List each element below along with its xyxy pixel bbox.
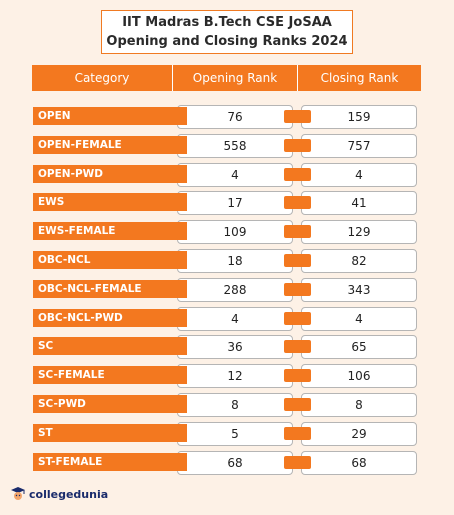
row-connector	[284, 426, 311, 440]
table-row: 5 29 ST	[0, 421, 454, 446]
closing-rank-cell: 757	[301, 133, 417, 158]
row-connector	[284, 138, 311, 152]
closing-rank-cell: 41	[301, 191, 417, 216]
category-label: EWS	[33, 193, 187, 212]
closing-rank-cell: 129	[301, 220, 417, 245]
table-row: 18 82 OBC-NCL	[0, 249, 454, 273]
category-label: SC	[33, 337, 187, 356]
opening-rank-cell: 4	[177, 306, 293, 331]
opening-rank-cell: 68	[177, 450, 293, 475]
opening-rank-cell: 109	[177, 220, 293, 245]
category-label: OBC-NCL-PWD	[33, 308, 187, 327]
opening-rank-cell: 36	[177, 335, 293, 360]
closing-rank-cell: 4	[301, 306, 417, 331]
table-row: 4 4 OBC-NCL-PWD	[0, 306, 454, 331]
row-connector	[284, 225, 311, 239]
opening-rank-cell: 4	[177, 162, 293, 187]
row-connector	[284, 196, 311, 210]
closing-rank-cell: 343	[301, 277, 417, 302]
closing-rank-cell: 4	[301, 162, 417, 187]
table-row: 36 65 SC	[0, 335, 454, 360]
header-closing-rank: Closing Rank	[320, 71, 399, 85]
category-label: ST	[33, 423, 187, 442]
table-row: 76 159 OPEN	[0, 105, 454, 129]
brand-logo: collegedunia	[10, 484, 108, 504]
category-label: OPEN-FEMALE	[33, 135, 187, 154]
closing-rank-cell: 159	[301, 105, 417, 129]
category-label: ST-FEMALE	[33, 452, 187, 471]
closing-rank-cell: 29	[301, 421, 417, 446]
table-header: Category Opening Rank Closing Rank	[32, 65, 421, 91]
title-line-1: IIT Madras B.Tech CSE JoSAA	[122, 15, 332, 30]
category-label: OPEN-PWD	[33, 164, 187, 183]
opening-rank-cell: 8	[177, 393, 293, 417]
closing-rank-cell: 82	[301, 249, 417, 273]
header-divider	[172, 65, 173, 91]
row-connector	[284, 311, 311, 325]
category-label: SC-PWD	[33, 395, 187, 413]
opening-rank-cell: 12	[177, 364, 293, 389]
category-label: OPEN	[33, 107, 187, 125]
row-connector	[284, 282, 311, 296]
opening-rank-cell: 76	[177, 105, 293, 129]
logo-text: collegedunia	[29, 487, 109, 501]
table-row: 8 8 SC-PWD	[0, 393, 454, 417]
opening-rank-cell: 17	[177, 191, 293, 216]
table-row: 109 129 EWS-FEMALE	[0, 220, 454, 245]
table-row: 4 4 OPEN-PWD	[0, 162, 454, 187]
opening-rank-cell: 5	[177, 421, 293, 446]
table-row: 288 343 OBC-NCL-FEMALE	[0, 277, 454, 302]
closing-rank-cell: 65	[301, 335, 417, 360]
table-row: 558 757 OPEN-FEMALE	[0, 133, 454, 158]
row-connector	[284, 167, 311, 181]
opening-rank-cell: 558	[177, 133, 293, 158]
table-row: 12 106 SC-FEMALE	[0, 364, 454, 389]
closing-rank-cell: 68	[301, 450, 417, 475]
category-label: OBC-NCL	[33, 251, 187, 269]
opening-rank-cell: 288	[177, 277, 293, 302]
category-label: OBC-NCL-FEMALE	[33, 279, 187, 298]
closing-rank-cell: 106	[301, 364, 417, 389]
opening-rank-cell: 18	[177, 249, 293, 273]
row-connector	[284, 254, 311, 267]
table-row: 68 68 ST-FEMALE	[0, 450, 454, 475]
graduate-mascot-icon	[10, 486, 26, 502]
row-connector	[284, 340, 311, 354]
table-row: 17 41 EWS	[0, 191, 454, 216]
title-line-2: Opening and Closing Ranks 2024	[106, 34, 348, 49]
row-connector	[284, 110, 311, 123]
closing-rank-cell: 8	[301, 393, 417, 417]
header-category: Category	[74, 71, 130, 85]
category-label: SC-FEMALE	[33, 366, 187, 385]
row-connector	[284, 369, 311, 383]
category-label: EWS-FEMALE	[33, 222, 187, 241]
row-connector	[284, 398, 311, 411]
row-connector	[284, 455, 311, 469]
header-divider	[297, 65, 298, 91]
page-title: IIT Madras B.Tech CSE JoSAA Opening and …	[101, 10, 353, 54]
header-opening-rank: Opening Rank	[192, 71, 278, 85]
